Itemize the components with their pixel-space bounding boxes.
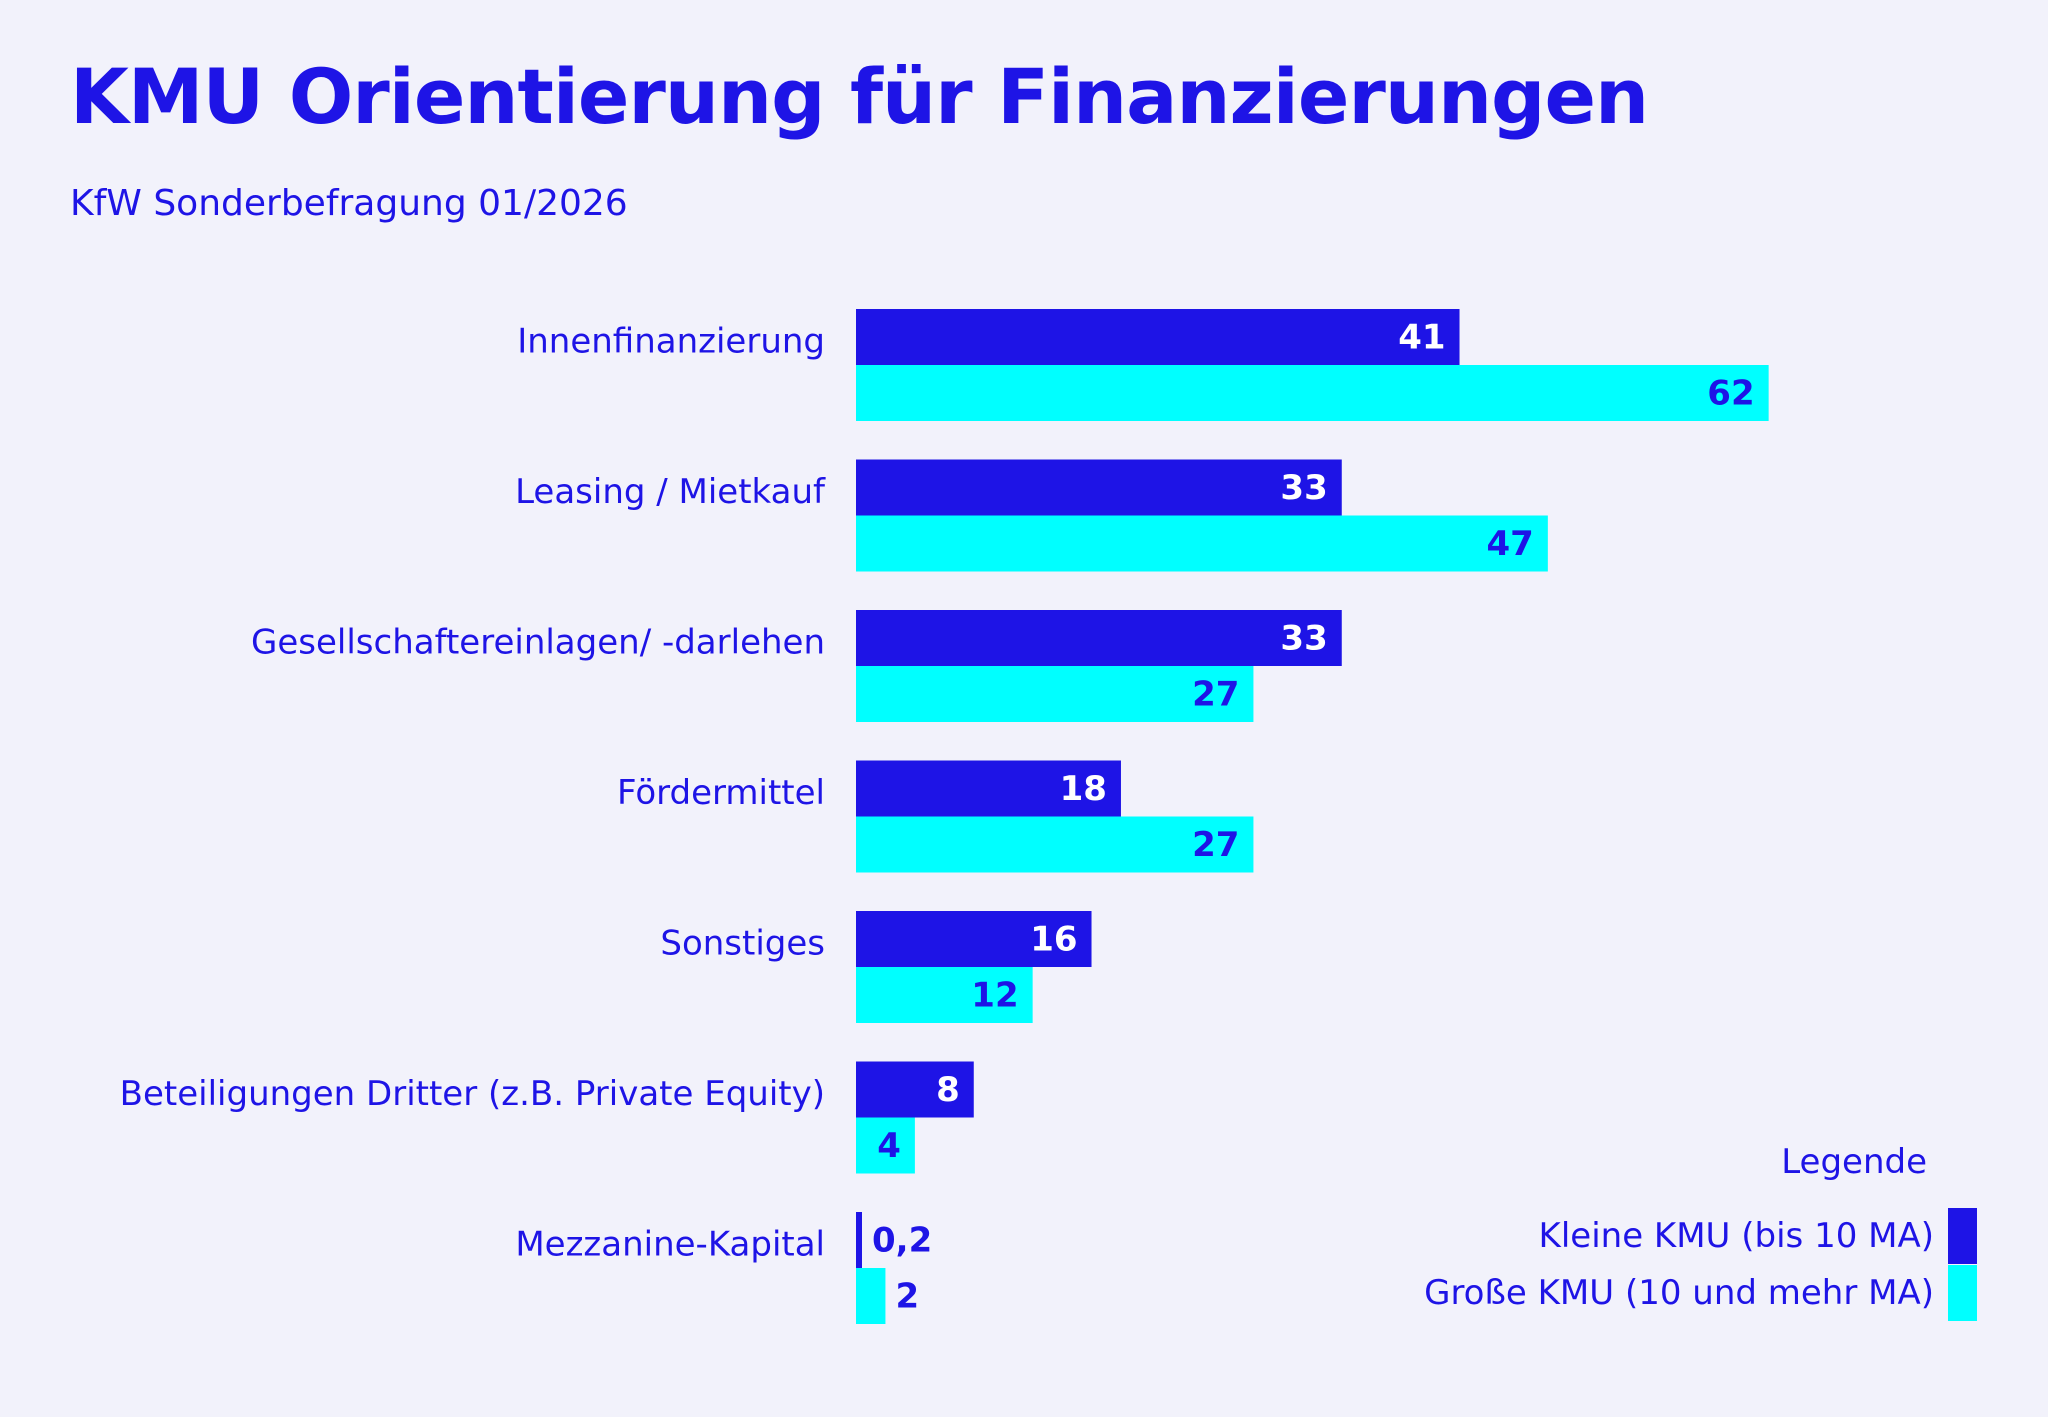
data-label-large-kmu: 62 — [1707, 374, 1754, 414]
bar-large-kmu — [856, 666, 1254, 722]
data-label-large-kmu: 4 — [877, 1126, 901, 1166]
category-label: Mezzanine-Kapital — [515, 1225, 825, 1265]
category-label: Gesellschaftereinlagen/ -darlehen — [251, 623, 825, 663]
legend-title: Legende — [1781, 1142, 1927, 1182]
category-label: Leasing / Mietkauf — [515, 472, 826, 512]
data-label-small-kmu: 33 — [1280, 468, 1327, 508]
category-label: Sonstiges — [660, 924, 825, 964]
bar-large-kmu — [856, 967, 1033, 1023]
data-label-small-kmu: 33 — [1280, 619, 1327, 659]
bar-small-kmu — [856, 1212, 862, 1268]
data-label-small-kmu: 8 — [936, 1070, 960, 1110]
legend-swatch-small — [1948, 1208, 1977, 1264]
bar-large-kmu — [856, 365, 1769, 421]
chart-subtitle: KfW Sonderbefragung 01/2026 — [70, 183, 628, 224]
bar-small-kmu — [856, 911, 1092, 967]
category-label: Beteiligungen Dritter (z.B. Private Equi… — [120, 1074, 825, 1114]
bar-small-kmu — [856, 610, 1342, 666]
data-label-large-kmu: 27 — [1192, 825, 1239, 865]
legend-label-small: Kleine KMU (bis 10 MA) — [1538, 1216, 1934, 1256]
chart-title: KMU Orientierung für Finanzierungen — [70, 52, 1649, 141]
bar-small-kmu — [856, 760, 1121, 817]
bar-large-kmu — [856, 515, 1548, 572]
bar-small-kmu — [856, 459, 1342, 516]
data-label-large-kmu: 12 — [971, 976, 1018, 1016]
data-label-small-kmu: 18 — [1060, 769, 1107, 809]
data-label-small-kmu: 41 — [1398, 318, 1445, 358]
data-label-large-kmu: 47 — [1487, 524, 1534, 564]
legend-swatch-large — [1948, 1265, 1977, 1321]
data-label-small-kmu: 16 — [1030, 920, 1077, 960]
data-label-large-kmu: 27 — [1192, 675, 1239, 715]
bar-small-kmu — [856, 1061, 974, 1118]
data-label-large-kmu: 2 — [895, 1277, 919, 1317]
bar-small-kmu — [856, 309, 1460, 365]
bar-large-kmu — [856, 1117, 915, 1174]
legend-label-large: Große KMU (10 und mehr MA) — [1424, 1273, 1934, 1313]
bar-large-kmu — [856, 1268, 886, 1324]
legend-item-small: Kleine KMU (bis 10 MA) — [1539, 1208, 1977, 1264]
data-label-small-kmu: 0,2 — [872, 1221, 932, 1261]
bar-large-kmu — [856, 816, 1254, 873]
category-label: Innenfinanzierung — [517, 322, 825, 362]
category-label: Fördermittel — [617, 773, 825, 813]
legend-item-large: Große KMU (10 und mehr MA) — [1424, 1265, 1977, 1321]
